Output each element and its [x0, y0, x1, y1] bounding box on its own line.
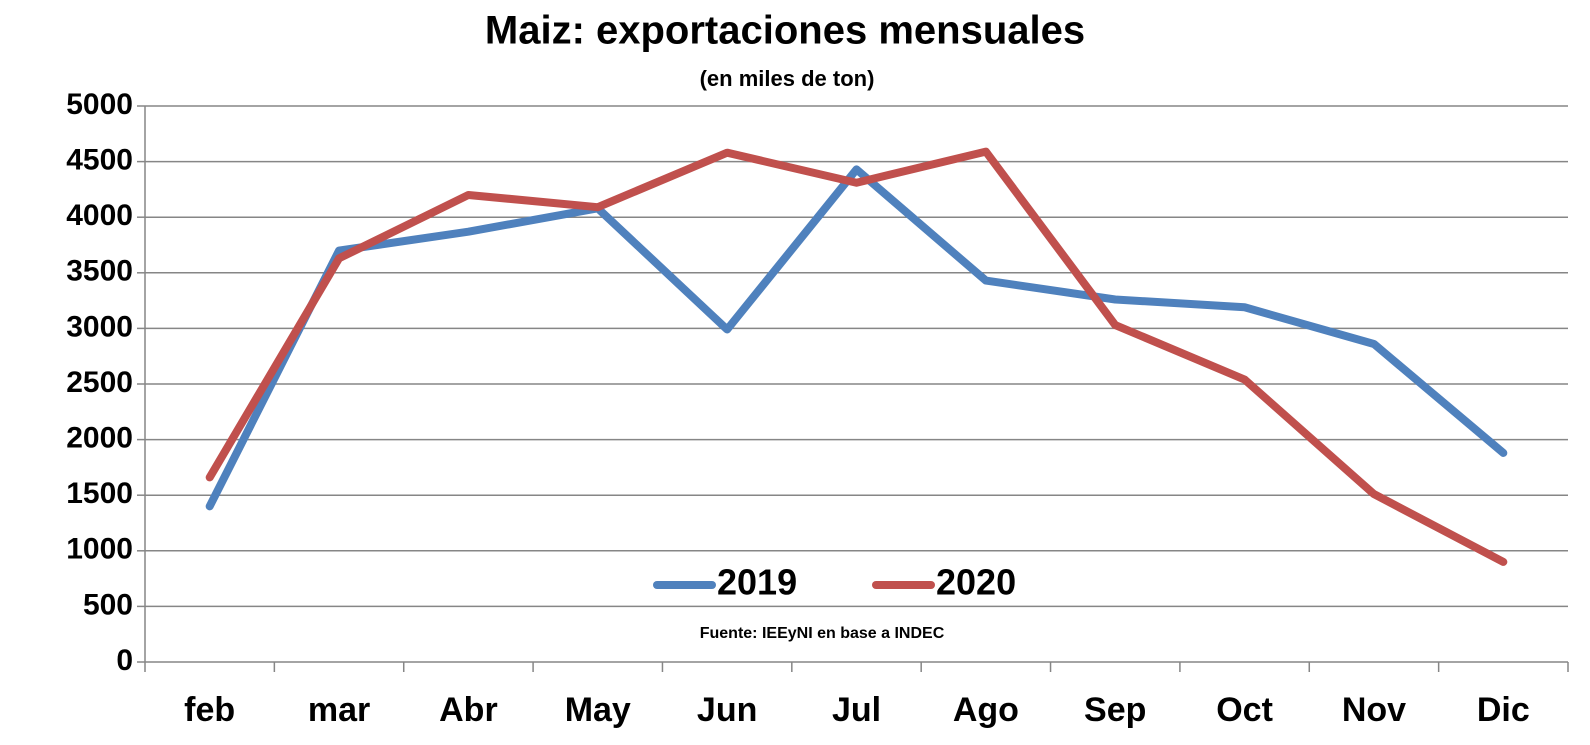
- x-tick-label: feb: [184, 691, 235, 729]
- x-tick-label: May: [565, 691, 631, 729]
- y-tick-label: 3500: [66, 255, 133, 288]
- chart-subtitle: (en miles de ton): [700, 66, 875, 91]
- x-tick-label: Oct: [1216, 691, 1273, 729]
- y-tick-label: 1000: [66, 533, 133, 566]
- source-note: Fuente: IEEyNI en base a INDEC: [700, 625, 945, 642]
- x-tick-label: mar: [308, 691, 370, 729]
- y-tick-label: 2500: [66, 366, 133, 399]
- y-tick-label: 4500: [66, 144, 133, 177]
- legend-label: 2020: [936, 562, 1016, 603]
- chart-title: Maiz: exportaciones mensuales: [485, 9, 1085, 53]
- x-tick-label: Jul: [832, 691, 881, 729]
- y-tick-label: 500: [83, 588, 133, 621]
- y-tick-label: 1500: [66, 477, 133, 510]
- y-tick-label: 4000: [66, 199, 133, 232]
- y-tick-label: 5000: [66, 88, 133, 121]
- y-tick-label: 3000: [66, 310, 133, 343]
- series-line: [205, 165, 1508, 511]
- x-tick-label: Ago: [953, 691, 1019, 729]
- x-tick-label: Sep: [1084, 691, 1146, 729]
- x-tick-label: Dic: [1477, 691, 1530, 729]
- x-tick-label: Jun: [697, 691, 757, 729]
- series-line: [205, 147, 1508, 566]
- y-tick-label: 2000: [66, 422, 133, 455]
- x-tick-label: Abr: [439, 691, 498, 729]
- y-tick-label: 0: [116, 644, 133, 677]
- x-tick-label: Nov: [1342, 691, 1406, 729]
- legend-label: 2019: [717, 562, 797, 603]
